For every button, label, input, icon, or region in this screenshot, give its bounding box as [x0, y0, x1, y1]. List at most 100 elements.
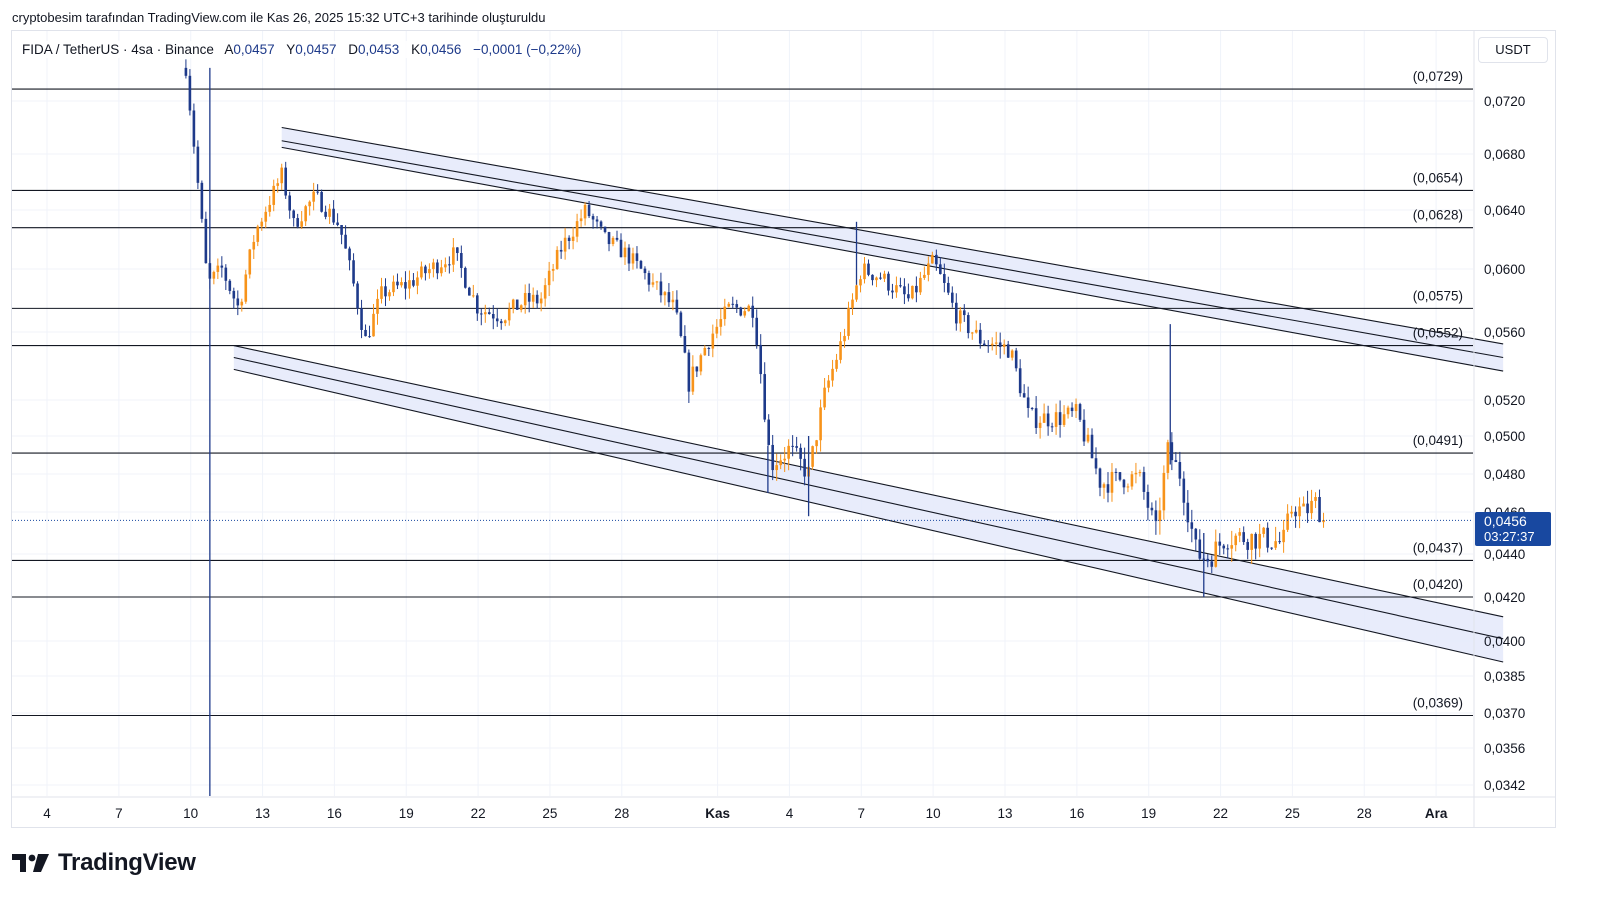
candle-down	[1070, 407, 1074, 412]
candle-up	[272, 185, 276, 205]
candle-up	[1298, 506, 1301, 517]
candle-down	[755, 317, 759, 345]
candle-down	[1078, 404, 1082, 420]
candle-up	[815, 440, 818, 447]
candle-up	[392, 281, 395, 293]
candle-down	[982, 343, 986, 346]
candle-up	[388, 292, 391, 297]
time-tick-label: Kas	[705, 806, 730, 821]
candle-up	[1162, 472, 1166, 511]
candle-down	[527, 293, 531, 302]
candle-up	[1138, 472, 1142, 474]
candle-down	[1018, 368, 1022, 394]
candle-up	[859, 279, 862, 286]
candle-down	[456, 247, 459, 254]
candle-down	[591, 216, 595, 220]
candle-up	[1066, 407, 1070, 415]
candle-up	[440, 267, 443, 274]
candle-up	[819, 407, 822, 441]
candle-down	[695, 366, 699, 372]
candle-down	[939, 264, 942, 275]
time-tick-label: 16	[327, 806, 342, 821]
candle-down	[799, 447, 802, 459]
price-tick-label: 0,0680	[1484, 147, 1525, 162]
candle-down	[1254, 533, 1257, 549]
legend-close-label: K	[411, 42, 421, 57]
candle-down	[659, 281, 663, 296]
candle-down	[899, 285, 902, 287]
candle-down	[1210, 561, 1214, 567]
candle-up	[1134, 472, 1138, 475]
candle-up	[1262, 527, 1265, 534]
time-tick-label: 22	[471, 806, 486, 821]
candle-down	[1270, 547, 1273, 549]
candle-down	[344, 234, 347, 249]
candle-up	[260, 221, 264, 227]
candle-down	[228, 280, 232, 291]
candle-up	[1086, 434, 1090, 442]
candle-up	[923, 274, 926, 278]
candle-up	[990, 343, 994, 346]
candle-down	[1022, 393, 1026, 398]
candle-up	[835, 359, 838, 369]
candle-up	[1258, 533, 1261, 549]
level-label: (0,0575)	[1413, 288, 1463, 303]
candle-down	[336, 222, 339, 226]
candle-down	[1194, 528, 1198, 540]
candle-up	[783, 458, 786, 461]
candle-up	[1310, 500, 1313, 514]
candle-down	[1206, 558, 1210, 562]
candle-down	[340, 225, 343, 235]
time-tick-label: 10	[183, 806, 198, 821]
candle-up	[1010, 350, 1014, 358]
candle-down	[468, 287, 471, 296]
candle-down	[771, 444, 774, 471]
candle-up	[715, 326, 719, 334]
candle-down	[615, 237, 619, 240]
candle-down	[907, 294, 910, 299]
candle-down	[535, 294, 539, 304]
candle-down	[296, 218, 299, 227]
candle-up	[420, 266, 423, 278]
candle-up	[571, 236, 575, 241]
candle-down	[1006, 344, 1010, 358]
currency-button[interactable]: USDT	[1478, 37, 1548, 63]
candle-up	[655, 281, 659, 283]
candle-down	[767, 419, 770, 445]
candle-down	[364, 329, 367, 337]
legend-symbol: FIDA / TetherUS · 4sa · Binance	[22, 42, 214, 57]
candle-down	[998, 342, 1002, 347]
level-label: (0,0420)	[1413, 577, 1463, 592]
legend-low-label: D	[348, 42, 359, 57]
candle-up	[483, 312, 487, 315]
candle-up	[1230, 545, 1234, 549]
candle-down	[479, 313, 483, 315]
candle-down	[687, 352, 691, 392]
candle-down	[1154, 510, 1158, 522]
candle-down	[567, 237, 571, 241]
candle-up	[1286, 513, 1289, 530]
candle-up	[703, 347, 707, 356]
candle-down	[1146, 491, 1150, 508]
time-tick-label: 13	[997, 806, 1012, 821]
tradingview-logo[interactable]: TradingView	[12, 849, 196, 877]
candle-up	[452, 247, 455, 265]
candle-up	[579, 218, 583, 222]
candle-up	[264, 211, 268, 222]
chart-frame[interactable]	[11, 30, 1556, 828]
candle-up	[911, 285, 914, 299]
candle-down	[1114, 471, 1118, 473]
tradingview-logo-icon	[12, 854, 49, 872]
candle-up	[432, 262, 435, 270]
candle-up	[691, 366, 695, 392]
price-tick-label: 0,0356	[1484, 741, 1525, 756]
candle-up	[583, 204, 587, 219]
candle-up	[863, 263, 866, 280]
candle-up	[919, 277, 922, 293]
candle-up	[276, 183, 280, 186]
chart-caption: cryptobesim tarafından TradingView.com i…	[12, 10, 546, 25]
candle-down	[196, 146, 200, 183]
candle-down	[1050, 426, 1054, 428]
time-axis: 4 7 10 13 16 19 22 25 28 Kas 4 7 10 13 16 19 22 25 28 Ara	[12, 796, 1555, 821]
